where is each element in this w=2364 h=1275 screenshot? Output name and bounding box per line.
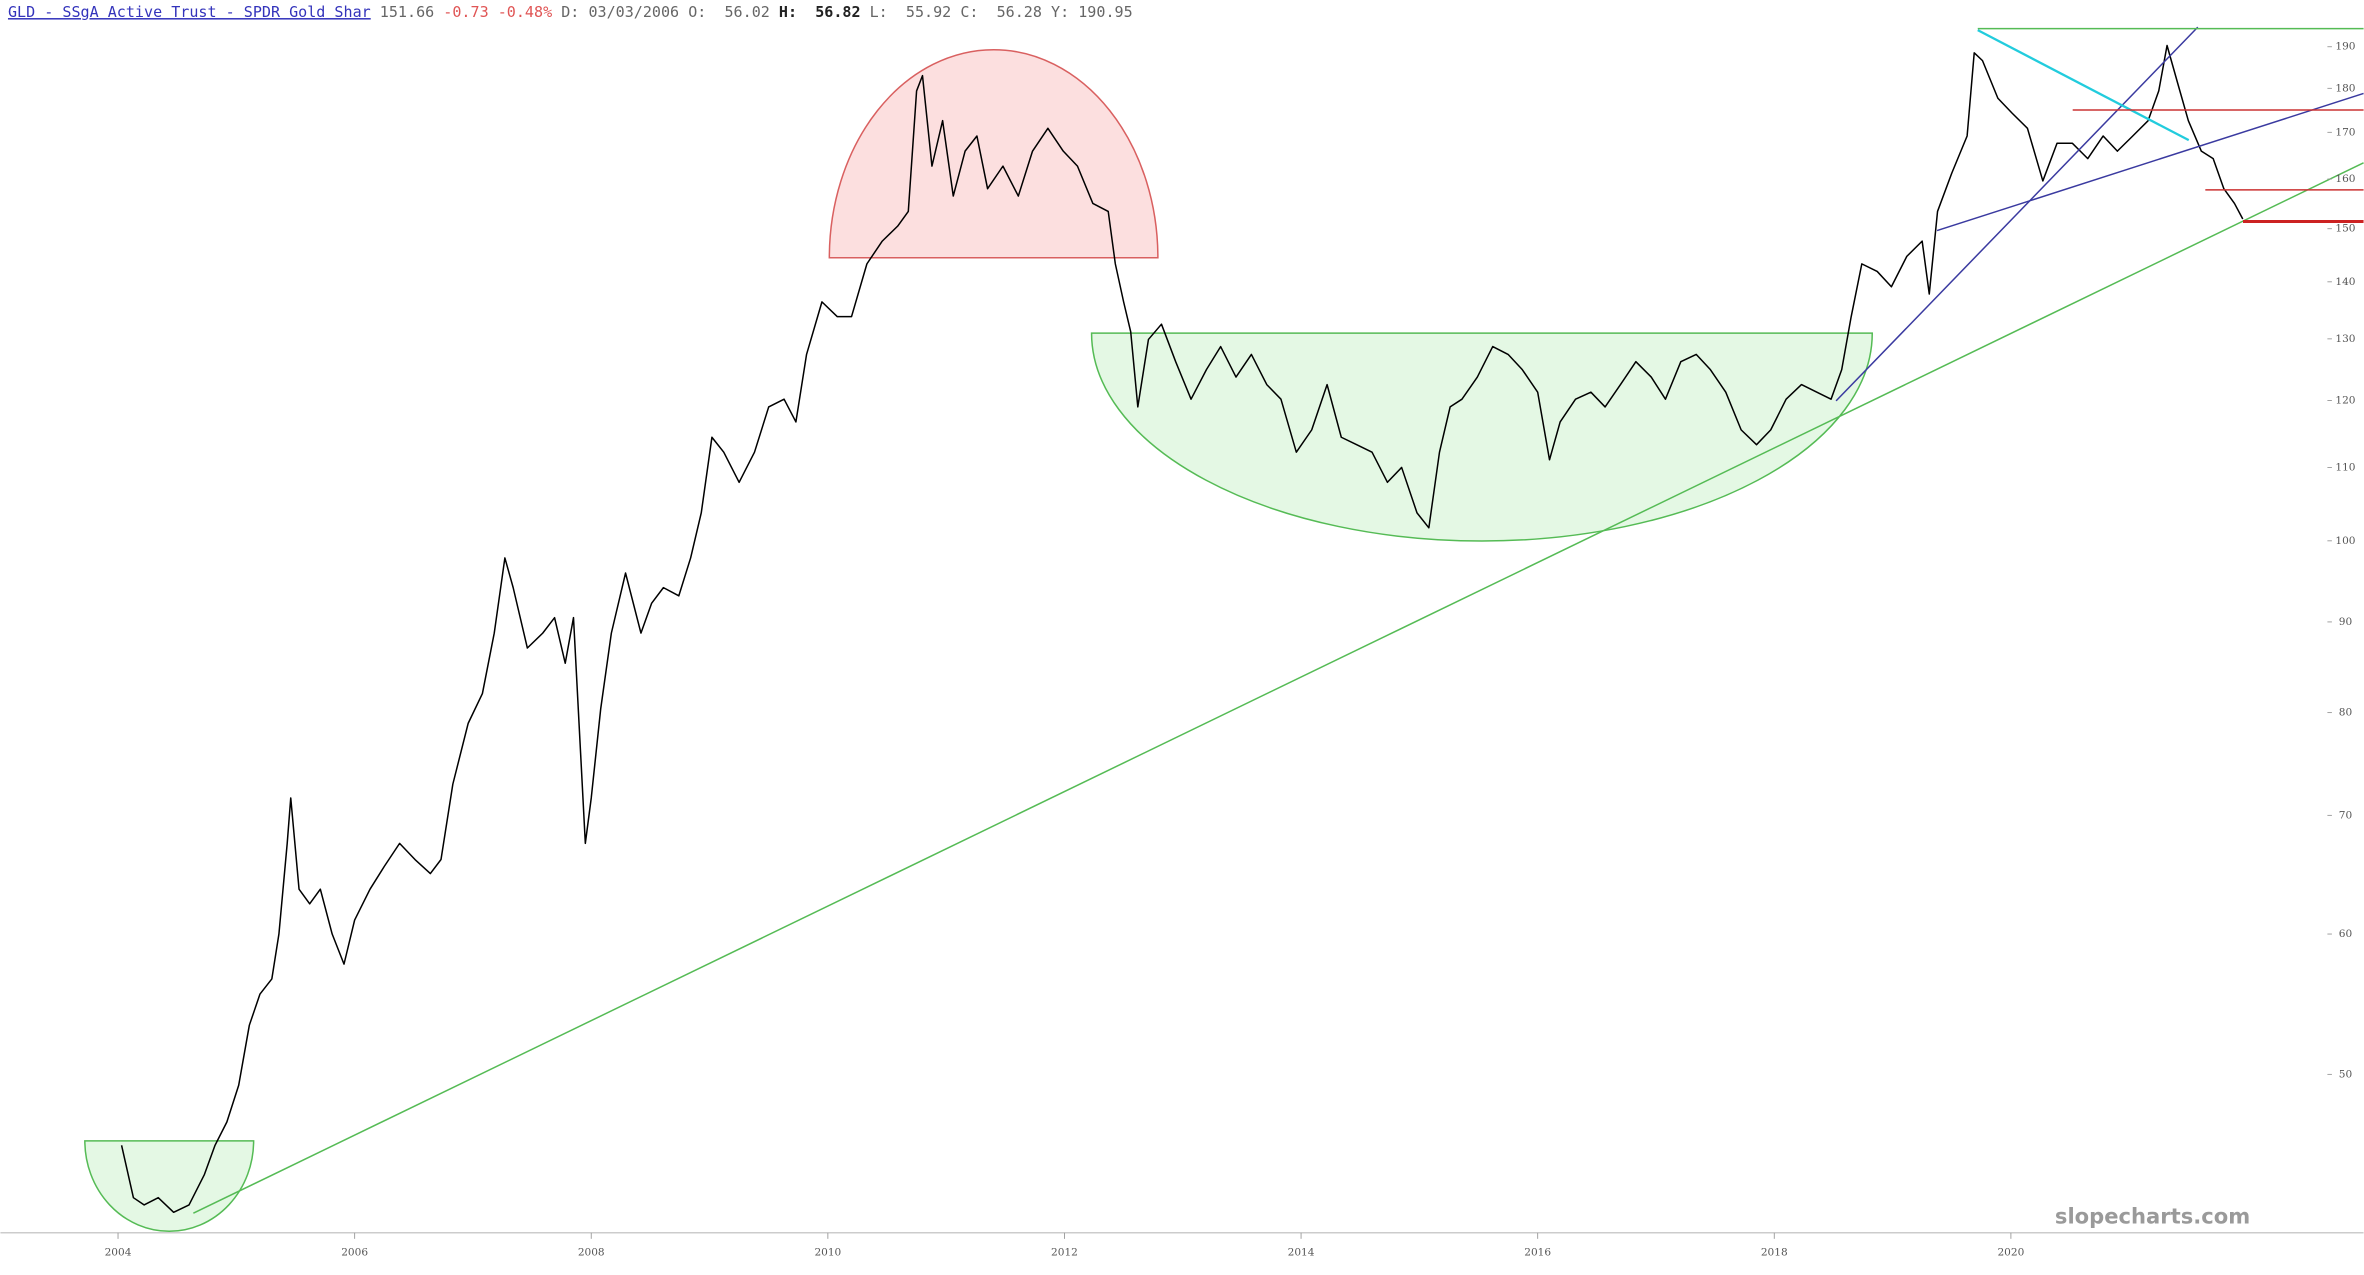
symbol-title[interactable]: GLD - SSgA Active Trust - SPDR Gold Shar [8,3,371,21]
x-tick-label: 2006 [341,1246,368,1258]
x-tick-label: 2014 [1288,1246,1315,1258]
y-tick-label: 130 [2335,333,2355,345]
date: 03/03/2006 [588,3,679,21]
change: -0.73 [443,3,488,21]
label: H: [779,3,797,21]
y-tick-label: 90 [2339,616,2352,628]
price-line [120,44,2244,1214]
high: 56.82 [815,3,860,21]
y-tick-label: 70 [2339,809,2352,821]
y-tick-label: 50 [2339,1068,2352,1080]
close: 56.28 [997,3,1042,21]
header: GLD - SSgA Active Trust - SPDR Gold Shar… [8,3,1133,21]
y-value: 190.95 [1078,3,1132,21]
y-tick-label: 180 [2335,82,2355,94]
label: D: [561,3,579,21]
x-tick-label: 2018 [1761,1246,1788,1258]
last-price: 151.66 [380,3,434,21]
y-tick-label: 110 [2335,461,2355,473]
x-tick-label: 2008 [578,1246,605,1258]
y-tick-label: 80 [2339,707,2352,719]
plot-area [120,44,2244,1214]
saucer-base [1090,332,1874,542]
x-tick-label: 2020 [1997,1246,2024,1258]
trend-line [193,162,2364,1214]
y-tick-label: 140 [2335,276,2355,288]
open: 56.02 [724,3,769,21]
early-base [84,1140,255,1233]
x-tick-label: 2010 [814,1246,841,1258]
watermark: slopecharts.com [2055,1204,2250,1229]
low: 55.92 [906,3,951,21]
x-tick-label: 2016 [1524,1246,1551,1258]
y-tick-label: 170 [2335,126,2355,138]
label: L: [870,3,888,21]
trend-line [1936,92,2364,232]
resistance-dome [828,49,1159,259]
trend-line [1977,29,2190,142]
y-tick-label: 100 [2335,535,2355,547]
y-tick-label: 190 [2335,41,2355,53]
x-tick-label: 2012 [1051,1246,1078,1258]
label: O: [688,3,706,21]
x-tick-label: 2004 [105,1246,132,1258]
y-tick-label: 120 [2335,394,2355,406]
change-pct: -0.48% [498,3,552,21]
label: Y: [1051,3,1069,21]
y-tick-label: 150 [2335,223,2355,235]
y-tick-label: 60 [2339,928,2352,940]
label: C: [960,3,978,21]
y-tick-label: 160 [2335,173,2355,185]
trend-line [1835,26,2199,402]
